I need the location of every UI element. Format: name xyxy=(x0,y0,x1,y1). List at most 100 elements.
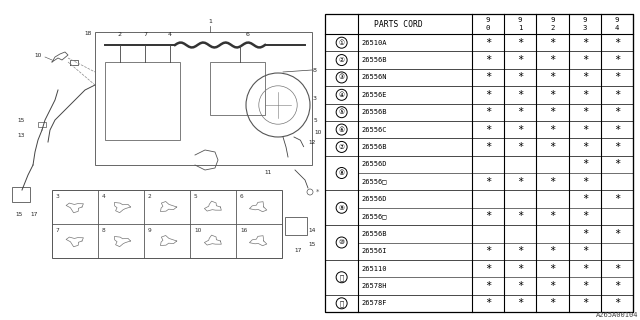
Text: PARTS CORD: PARTS CORD xyxy=(374,20,422,28)
Text: 2: 2 xyxy=(118,32,122,37)
Text: ⑫: ⑫ xyxy=(340,300,344,307)
Text: *: * xyxy=(582,177,588,187)
Text: 6: 6 xyxy=(240,194,244,199)
Text: 4: 4 xyxy=(102,194,106,199)
Text: *: * xyxy=(484,246,491,256)
Text: 3: 3 xyxy=(56,194,60,199)
Text: *: * xyxy=(549,107,556,117)
Text: 9: 9 xyxy=(148,228,152,233)
Text: 26556B: 26556B xyxy=(361,109,387,115)
Text: *: * xyxy=(614,38,620,48)
Text: 0: 0 xyxy=(486,25,490,31)
Text: 26556□: 26556□ xyxy=(361,213,387,220)
Text: ⑦: ⑦ xyxy=(339,144,344,150)
Text: *: * xyxy=(582,264,588,274)
Text: 16: 16 xyxy=(240,228,247,233)
Text: *: * xyxy=(517,90,524,100)
Text: 14: 14 xyxy=(308,228,316,233)
Text: *: * xyxy=(517,264,524,274)
Text: 9: 9 xyxy=(518,17,522,23)
Text: *: * xyxy=(614,124,620,135)
Text: *: * xyxy=(484,72,491,83)
Text: *: * xyxy=(614,55,620,65)
Text: 18: 18 xyxy=(84,30,92,36)
Bar xyxy=(38,122,46,127)
Text: *: * xyxy=(517,107,524,117)
Text: *: * xyxy=(549,38,556,48)
Text: 12: 12 xyxy=(308,140,316,145)
Text: *: * xyxy=(517,177,524,187)
Text: *: * xyxy=(517,72,524,83)
Text: *: * xyxy=(614,72,620,83)
Text: ⑨: ⑨ xyxy=(339,205,344,211)
Text: *: * xyxy=(614,159,620,169)
Text: 26556B: 26556B xyxy=(361,57,387,63)
Text: *: * xyxy=(582,212,588,221)
Text: *: * xyxy=(484,298,491,308)
Text: *: * xyxy=(484,177,491,187)
Text: *: * xyxy=(582,107,588,117)
Text: *: * xyxy=(549,281,556,291)
Text: *: * xyxy=(484,264,491,274)
Text: 265110: 265110 xyxy=(361,266,387,272)
Text: *: * xyxy=(614,90,620,100)
Text: *: * xyxy=(614,107,620,117)
Text: *: * xyxy=(484,90,491,100)
Bar xyxy=(95,32,312,165)
Text: ⑪: ⑪ xyxy=(340,274,344,281)
Text: ⑩: ⑩ xyxy=(339,239,344,245)
Text: *: * xyxy=(484,124,491,135)
Text: ⑤: ⑤ xyxy=(339,109,344,115)
Text: 11: 11 xyxy=(264,170,271,174)
Text: 17: 17 xyxy=(294,247,301,252)
Bar xyxy=(285,217,307,235)
Text: *: * xyxy=(614,298,620,308)
Text: *: * xyxy=(614,194,620,204)
Text: *: * xyxy=(582,298,588,308)
Text: 13: 13 xyxy=(18,132,25,138)
Text: 26556B: 26556B xyxy=(361,144,387,150)
Text: 10: 10 xyxy=(314,130,321,134)
Bar xyxy=(325,14,633,312)
Text: *: * xyxy=(316,189,319,195)
Text: 2: 2 xyxy=(148,194,152,199)
Text: 2: 2 xyxy=(550,25,555,31)
Text: 9: 9 xyxy=(550,17,555,23)
Text: *: * xyxy=(517,246,524,256)
Text: 10: 10 xyxy=(194,228,202,233)
Text: *: * xyxy=(614,142,620,152)
Text: *: * xyxy=(582,72,588,83)
Text: 17: 17 xyxy=(30,212,37,217)
Text: 4: 4 xyxy=(615,25,619,31)
Text: 15: 15 xyxy=(308,243,316,247)
Text: 1: 1 xyxy=(208,19,212,24)
Text: *: * xyxy=(517,298,524,308)
Text: 4: 4 xyxy=(168,32,172,37)
Bar xyxy=(105,62,180,140)
Text: ②: ② xyxy=(339,57,344,63)
Text: *: * xyxy=(549,212,556,221)
Bar xyxy=(12,187,30,202)
Text: 9: 9 xyxy=(582,17,587,23)
Text: 26510A: 26510A xyxy=(361,40,387,46)
Text: ⑥: ⑥ xyxy=(339,127,344,132)
Text: *: * xyxy=(582,281,588,291)
Text: *: * xyxy=(484,281,491,291)
Text: A265A00104: A265A00104 xyxy=(595,312,638,318)
Bar xyxy=(210,62,265,115)
Text: 5: 5 xyxy=(194,194,198,199)
Text: 5: 5 xyxy=(314,117,317,123)
Text: ③: ③ xyxy=(339,75,344,80)
Text: *: * xyxy=(549,177,556,187)
Text: *: * xyxy=(582,55,588,65)
Text: *: * xyxy=(549,298,556,308)
Text: ⑧: ⑧ xyxy=(339,170,344,176)
Text: *: * xyxy=(517,212,524,221)
Text: *: * xyxy=(517,55,524,65)
Text: 26556D: 26556D xyxy=(361,196,387,202)
Text: 26556N: 26556N xyxy=(361,75,387,80)
Text: 26556□: 26556□ xyxy=(361,179,387,185)
Text: *: * xyxy=(582,246,588,256)
Text: *: * xyxy=(614,229,620,239)
Text: *: * xyxy=(484,38,491,48)
